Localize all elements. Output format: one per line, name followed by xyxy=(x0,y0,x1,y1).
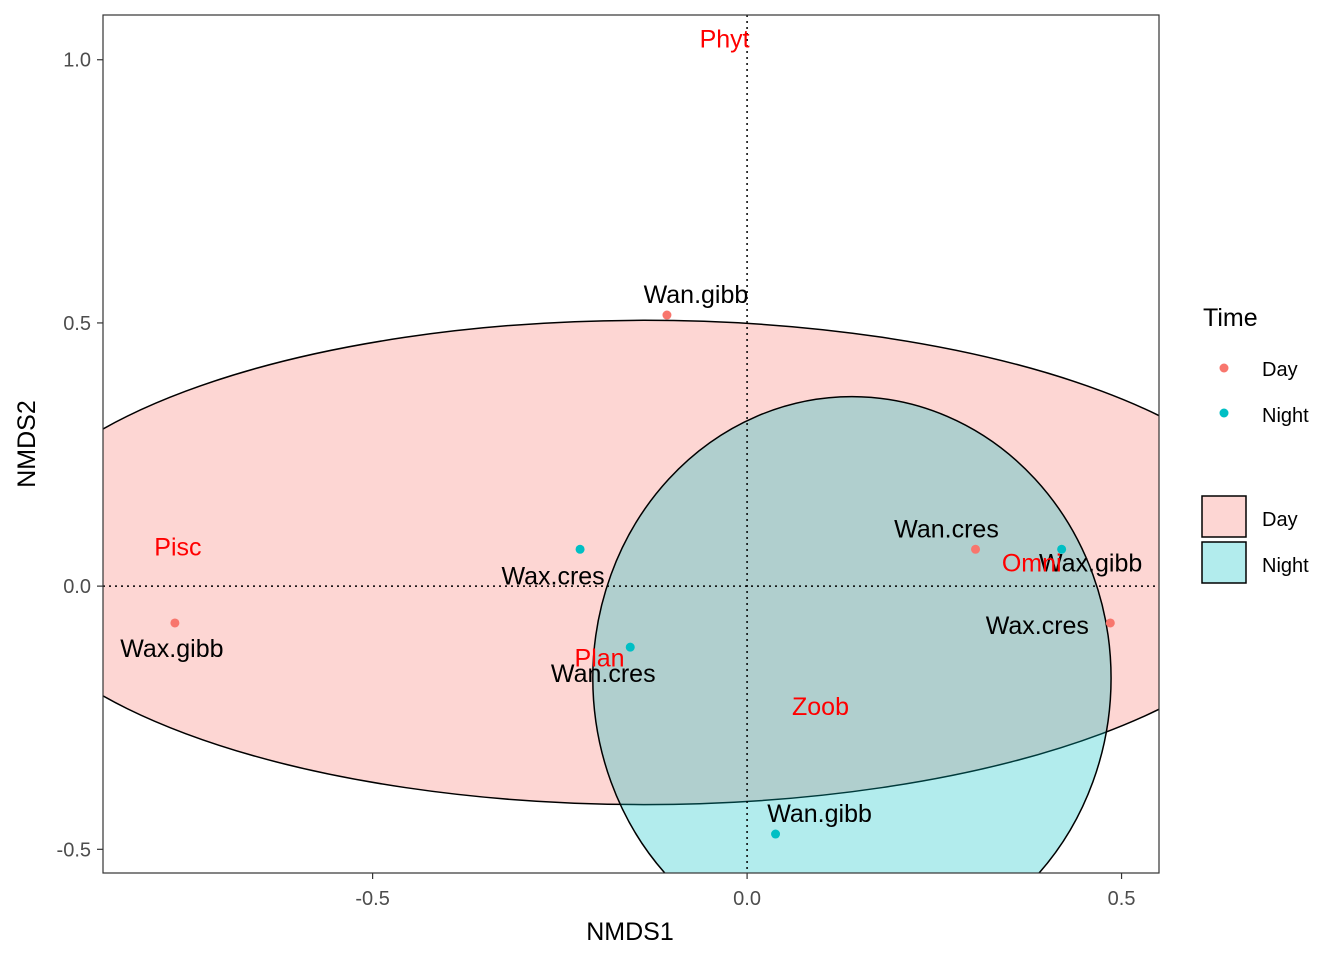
y-tick-label: 1.0 xyxy=(63,50,91,72)
variable-label-omni: Omni xyxy=(1002,549,1062,577)
point-labels: Wan.gibb Wax.gibb Wan.cres Wax.cres Wax.cres… xyxy=(120,281,1142,828)
point-label-day-wan-gibb: Wan.gibb xyxy=(644,281,749,309)
point-label-day-wax-gibb: Wax.gibb xyxy=(120,635,223,663)
ellipse-day xyxy=(103,319,1159,806)
x-tick-label: 0.0 xyxy=(733,888,761,910)
x-axis-title: NMDS1 xyxy=(586,918,674,946)
y-tick-label: 0.0 xyxy=(63,576,91,598)
panel-border xyxy=(102,14,1160,874)
legend-day-fill-label: Day xyxy=(1262,509,1298,531)
legend-night-fill-key xyxy=(1201,541,1247,584)
legend-day-fill-key xyxy=(1201,495,1247,538)
point-label-night-wax-gibb: Wax.gibb xyxy=(1039,549,1142,577)
legend: Time Day Night Day Night xyxy=(1201,304,1309,584)
point-day-wan-gibb xyxy=(662,310,672,320)
point-night-wax-cres xyxy=(575,544,585,554)
reference-lines xyxy=(103,15,1159,873)
variable-label-zoob: Zoob xyxy=(792,693,849,721)
legend-night-fill-label: Night xyxy=(1262,555,1309,577)
point-label-night-wan-cres: Wan.cres xyxy=(551,660,656,688)
variable-label-plan: Plan xyxy=(575,645,625,673)
point-night-wan-cres xyxy=(625,642,635,652)
point-night-wax-gibb xyxy=(1057,544,1067,554)
legend-night-label: Night xyxy=(1262,405,1309,427)
point-label-night-wan-gibb: Wan.gibb xyxy=(767,800,872,828)
ellipse-night xyxy=(592,395,1112,873)
point-label-day-wax-cres: Wax.cres xyxy=(986,612,1089,640)
axis-ticks: -0.5 0.0 0.5 -0.5 0.0 0.5 1.0 xyxy=(57,50,1136,910)
variable-labels: Phyt Pisc Omni Plan Zoob xyxy=(154,26,1061,721)
panel-background xyxy=(103,15,1159,873)
legend-day-label: Day xyxy=(1262,359,1298,381)
point-day-wax-cres xyxy=(1105,618,1115,628)
legend-title: Time xyxy=(1203,304,1258,332)
points-layer xyxy=(170,310,1115,839)
variable-label-phyt: Phyt xyxy=(700,26,750,54)
point-day-wax-gibb xyxy=(170,618,180,628)
point-label-night-wax-cres: Wax.cres xyxy=(501,562,604,590)
point-label-day-wan-cres: Wan.cres xyxy=(894,515,999,543)
x-tick-label: 0.5 xyxy=(1108,888,1136,910)
point-day-wan-cres xyxy=(971,544,981,554)
legend-day-point xyxy=(1219,363,1229,373)
y-tick-label: -0.5 xyxy=(57,839,91,861)
legend-night-point xyxy=(1219,408,1229,418)
y-axis-title: NMDS2 xyxy=(13,400,41,488)
ellipse-layer xyxy=(103,319,1159,873)
point-night-wan-gibb xyxy=(771,829,781,839)
x-tick-label: -0.5 xyxy=(355,888,389,910)
y-tick-label: 0.5 xyxy=(63,313,91,335)
variable-label-pisc: Pisc xyxy=(154,534,201,562)
